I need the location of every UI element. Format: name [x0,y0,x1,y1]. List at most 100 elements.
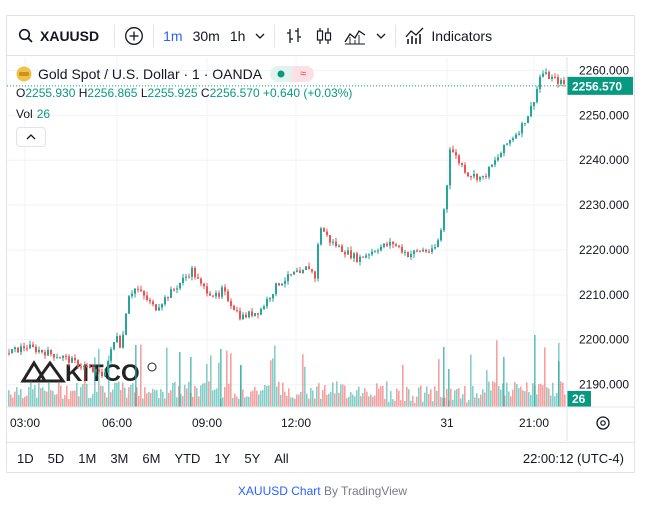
last-price-badge [567,76,633,95]
candle-body [494,160,496,165]
range-1d[interactable]: 1D [17,451,34,466]
candle-body [35,346,37,352]
chevron-up-icon [26,134,36,140]
volume-bar [466,402,468,407]
volume-bar [18,394,20,407]
volume-bar [60,385,62,407]
range-5d[interactable]: 5D [47,451,65,466]
candle-body [263,306,265,309]
volume-bar [116,382,118,407]
volume-bar [234,393,236,407]
volume-bar [48,381,50,407]
indicators-button[interactable]: Indicators [400,22,497,50]
range-all[interactable]: All [274,451,289,466]
volume-bar [418,387,420,407]
chevron-down-icon [376,33,386,39]
volume-bar [394,400,396,407]
candle-body [209,293,211,296]
clock[interactable]: 22:00:12 (UTC-4) [522,451,624,466]
volume-bar [412,395,414,407]
chart-canvas[interactable]: KITCO2190.0002200.0002210.0002220.000223… [7,57,634,441]
volume-bar [172,383,174,407]
volume-bar [70,391,72,407]
candle-body [380,246,382,251]
volume-bar [380,386,382,407]
volume-bar [472,385,474,407]
candle-body [161,304,163,308]
chart-type-dropdown[interactable] [371,22,391,50]
candle-body [389,241,391,246]
price-tick-label: 2200.000 [579,333,629,347]
candle-body [431,248,433,253]
volume-bar [356,390,358,407]
high-label: H [78,86,88,100]
timeframe-30m[interactable]: 30m [192,27,220,44]
volume-bar [486,370,488,407]
volume-bar [416,396,418,407]
volume-bar [54,394,56,407]
volume-bar [470,354,472,407]
volume-bar [78,396,80,407]
candle-body [38,349,40,352]
range-6m[interactable]: 6M [142,451,161,466]
candle-body [203,283,205,287]
volume-bar [52,390,54,407]
chart-link[interactable]: XAUUSD Chart [237,484,321,498]
volume-bar [322,389,324,407]
volume-bar [162,391,164,407]
candle-body [62,356,64,358]
volume-bar [202,383,204,407]
indicators-label: Indicators [431,27,493,44]
candle-body [548,72,550,79]
market-status-pill[interactable]: ≈ [270,66,315,82]
volume-bar [204,383,206,407]
range-5y[interactable]: 5Y [244,451,261,466]
volume-bar [434,386,436,407]
volume-bar [298,394,300,407]
symbol-search[interactable]: XAUUSD [13,22,104,50]
volume-bar [178,385,180,407]
area-chart-button[interactable] [339,22,371,50]
volume-bar [516,384,518,407]
range-3m[interactable]: 3M [110,451,129,466]
candle-body [137,288,139,290]
range-ytd[interactable]: YTD [174,451,201,466]
candle-body [26,348,28,350]
volume-bar [192,396,194,407]
divider [395,24,397,47]
volume-bar [38,383,40,407]
volume-bar [252,390,254,407]
candle-body [173,289,175,291]
volume-bar [236,396,238,407]
volume-bar [310,388,312,407]
volume-bar [208,381,210,407]
volume-bar [510,396,512,407]
candle-body [386,243,388,246]
compare-button[interactable] [119,22,149,50]
price-tick-label: 2260.000 [579,63,629,77]
bar-type-button[interactable] [279,22,309,50]
collapse-legend-button[interactable] [16,127,46,147]
range-1y[interactable]: 1Y [214,451,231,466]
candle-body [545,72,547,74]
timeframe-1h[interactable]: 1h [229,27,246,44]
volume-bar [84,361,86,407]
volume-bar [456,388,458,407]
volume-bar [346,398,348,407]
volume-bar [304,366,306,407]
range-1m[interactable]: 1M [78,451,97,466]
volume-bar [12,397,14,407]
volume-bar [414,402,416,407]
settings-gear-icon[interactable] [596,416,610,430]
timeframe-dropdown[interactable] [250,22,270,50]
candle-body [11,349,13,354]
volume-bar [40,388,42,407]
candles-button[interactable] [309,22,339,50]
volume-bar [332,382,334,407]
candle-body [251,311,253,316]
volume-bar [260,390,262,407]
candle-body [59,357,61,359]
divider [274,24,276,47]
volume-bar [210,355,212,407]
timeframe-1m[interactable]: 1m [163,27,183,44]
